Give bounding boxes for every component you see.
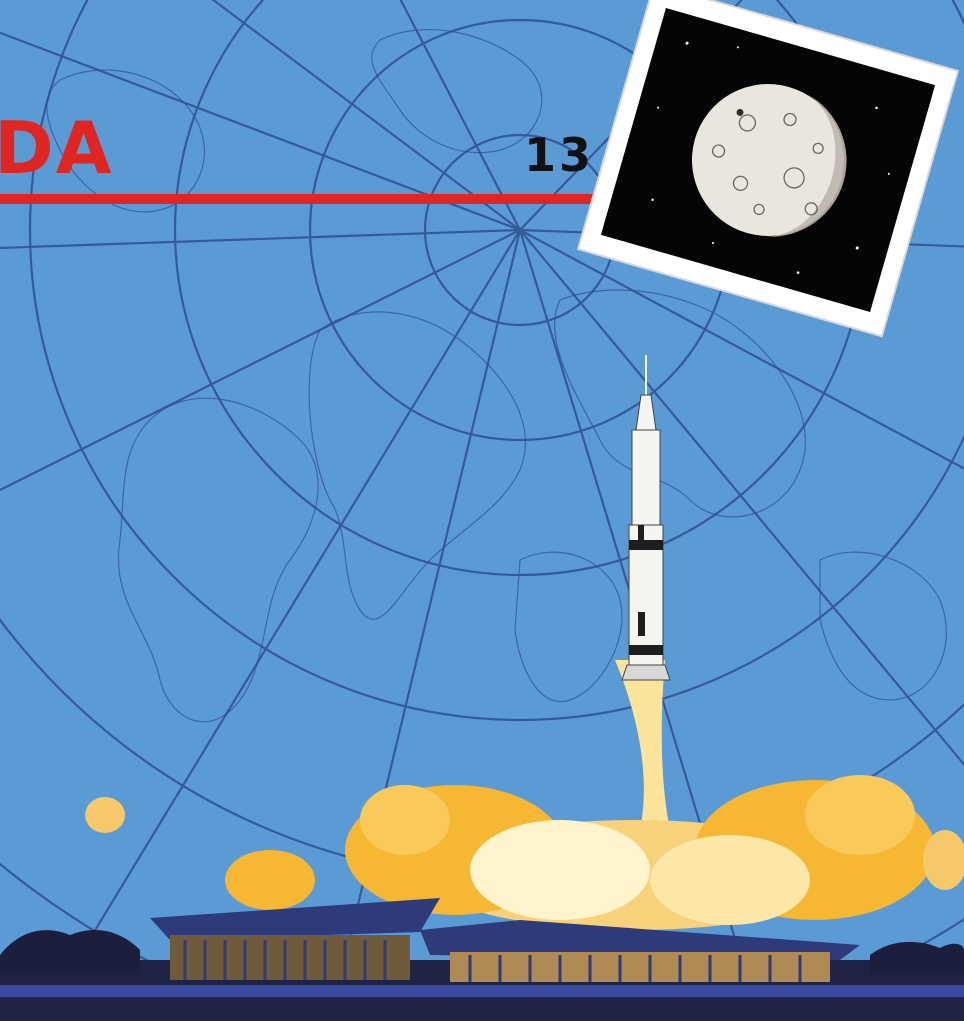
poster-title-fragment: DA	[0, 106, 114, 190]
launch-plume	[85, 660, 964, 930]
title-rule	[0, 194, 605, 204]
continent-outlines	[46, 29, 947, 723]
moon-photo-icon	[576, 0, 960, 338]
launch-complex-buildings	[0, 898, 964, 1021]
rocket-icon	[621, 355, 671, 681]
side-credit-text	[2, 760, 12, 850]
mission-number: 13	[524, 128, 595, 182]
